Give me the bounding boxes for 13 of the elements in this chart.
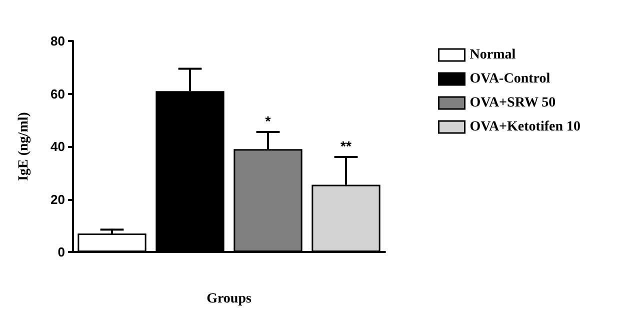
x-axis-title: Groups xyxy=(206,292,252,306)
y-axis-title: IgE (ng/ml) xyxy=(16,112,32,181)
y-tick-label: 40 xyxy=(50,139,65,154)
legend-label: OVA+Ketotifen 10 xyxy=(470,120,581,134)
legend-label: Normal xyxy=(470,48,516,62)
legend-label: OVA+SRW 50 xyxy=(470,96,556,110)
data-label: * xyxy=(265,112,272,129)
y-tick-label: 80 xyxy=(50,34,65,48)
y-tick-label: 60 xyxy=(50,86,65,102)
y-tick-label: 0 xyxy=(58,244,65,260)
data-label: ** xyxy=(340,138,352,154)
y-tick-label: 20 xyxy=(50,192,65,207)
legend-label: OVA-Control xyxy=(470,72,550,86)
